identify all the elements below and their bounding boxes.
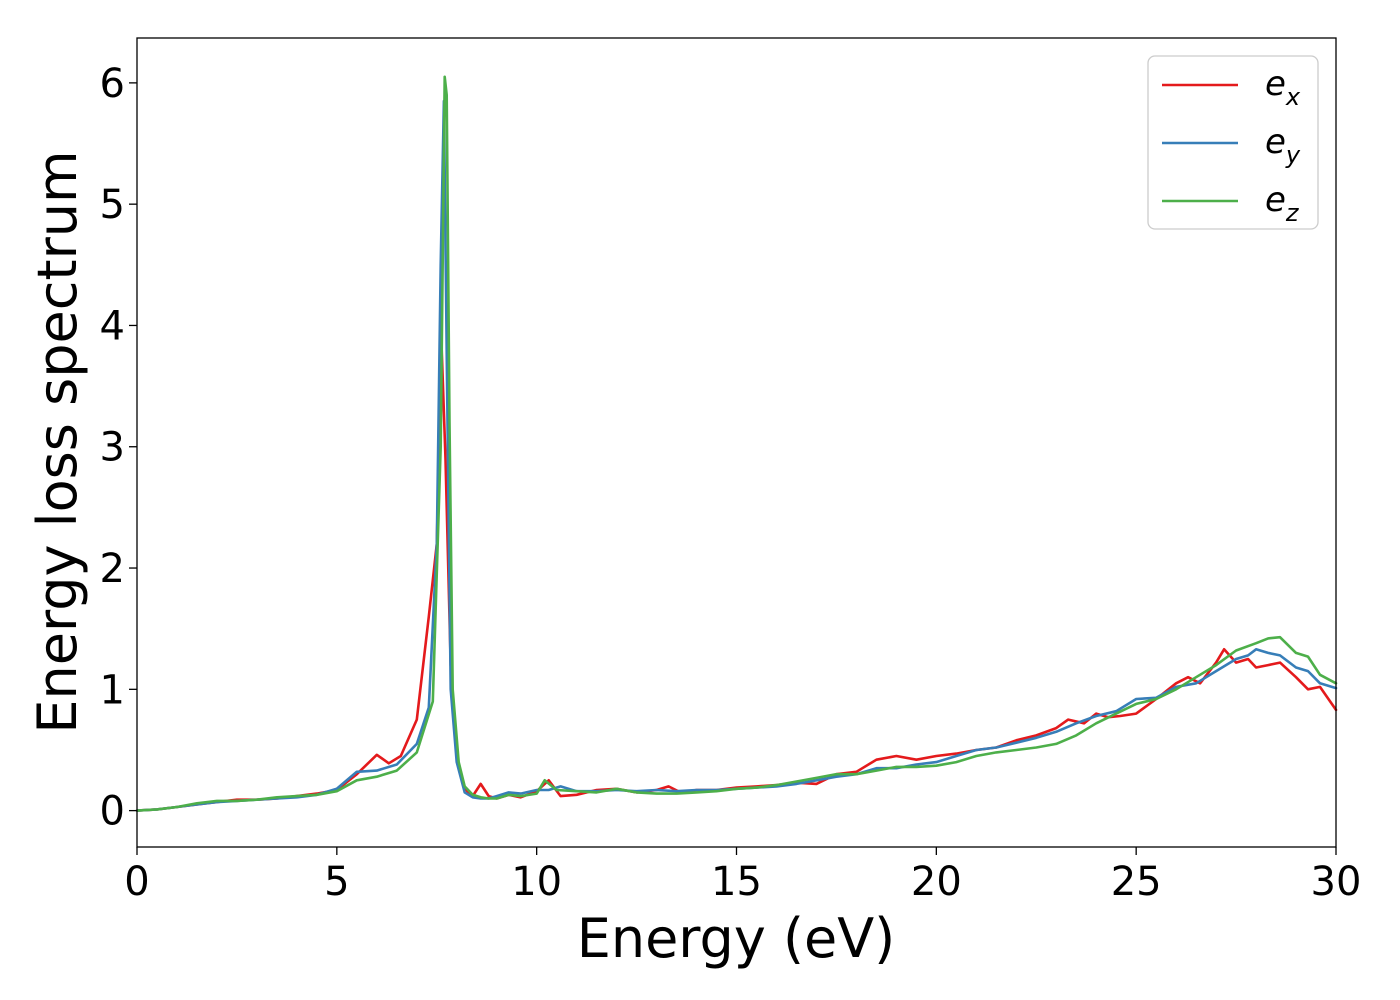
legend-label-base: e — [1265, 180, 1286, 220]
legend-label-y: ey — [1265, 122, 1301, 169]
y-tick-label: 4 — [100, 303, 125, 349]
legend-label-subscript: x — [1285, 83, 1301, 111]
x-tick-label: 0 — [124, 859, 149, 905]
y-tick-label: 3 — [100, 425, 125, 471]
y-tick-label: 2 — [100, 546, 125, 592]
legend-label-subscript: z — [1285, 199, 1300, 227]
y-axis-label: Energy loss spectrum — [26, 150, 89, 733]
y-tick-label: 1 — [100, 667, 125, 713]
x-axis-ticks: 0 5 10 15 20 25 30 — [124, 847, 1361, 905]
legend-label-base: e — [1265, 64, 1286, 104]
legend-label-z: ez — [1265, 180, 1300, 227]
series-line-y — [135, 99, 1338, 812]
legend-label-x: ex — [1265, 64, 1301, 111]
y-tick-label: 5 — [100, 182, 125, 228]
x-tick-label: 30 — [1311, 859, 1362, 905]
series-line-z — [135, 75, 1338, 812]
legend-label-base: e — [1265, 122, 1286, 162]
x-axis-label: Energy (eV) — [577, 907, 896, 970]
x-tick-label: 25 — [1111, 859, 1162, 905]
x-tick-label: 5 — [324, 859, 349, 905]
y-tick-label: 6 — [100, 61, 125, 107]
series-layer — [135, 75, 1338, 812]
y-tick-label: 0 — [100, 789, 125, 835]
x-tick-label: 10 — [511, 859, 562, 905]
y-axis-ticks: 0 1 2 3 4 5 6 — [100, 61, 137, 835]
series-line-x — [135, 342, 1338, 812]
legend-label-subscript: y — [1285, 141, 1301, 169]
x-tick-label: 20 — [911, 859, 962, 905]
x-tick-label: 15 — [711, 859, 762, 905]
